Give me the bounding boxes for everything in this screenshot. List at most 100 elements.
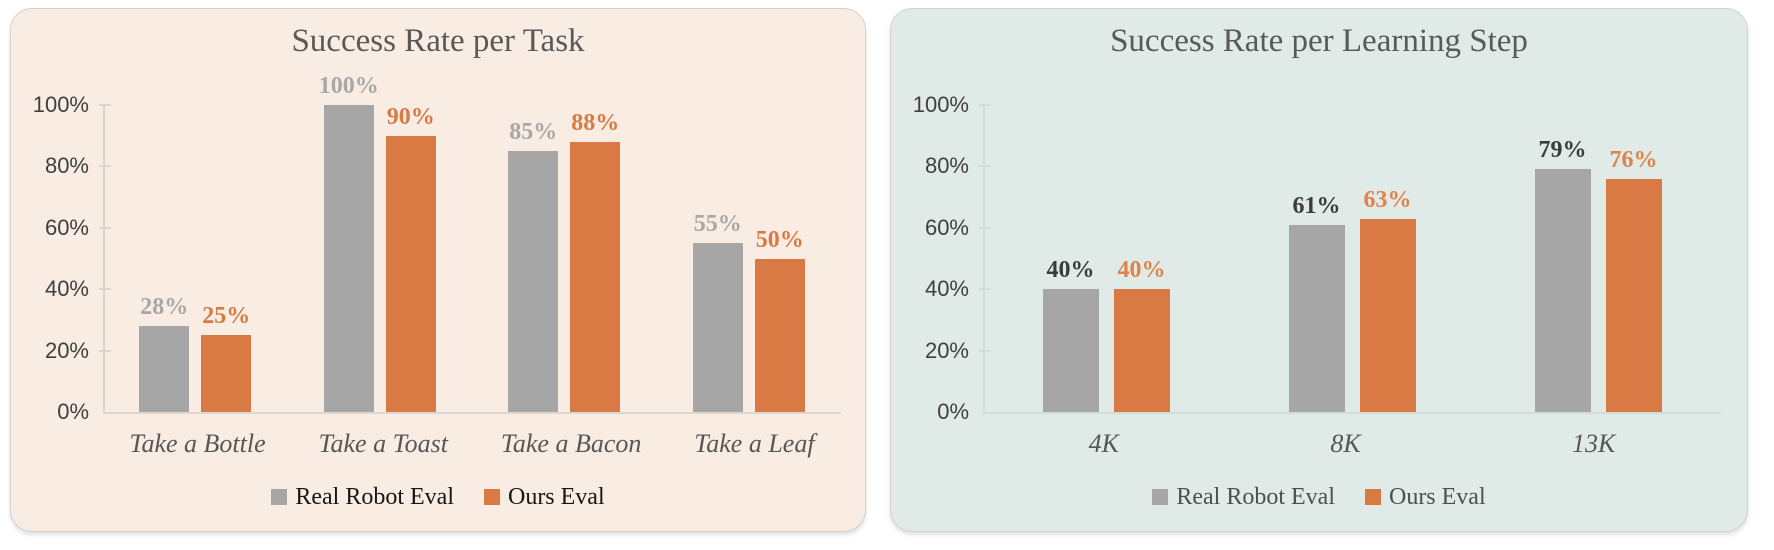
bar-value-label: 40% — [1117, 257, 1166, 284]
bar-group: 100% 90% — [319, 73, 436, 412]
y-tick-label: 20% — [924, 337, 969, 363]
y-tick-label: 80% — [924, 153, 969, 179]
x-axis-line — [983, 412, 1721, 414]
legend: Real Robot Eval Ours Eval — [891, 482, 1747, 512]
bar: 50% — [754, 227, 805, 412]
y-tick-label: 100% — [32, 92, 89, 117]
bar-group: 55% 50% — [692, 211, 805, 412]
y-tick-label: 40% — [44, 276, 89, 302]
y-axis-tick — [99, 226, 111, 229]
y-axis-tick — [979, 349, 991, 352]
bar-fill — [1042, 289, 1099, 412]
category-label: 8K — [1330, 429, 1361, 458]
y-axis-tick — [99, 288, 111, 291]
bar-value-label: 85% — [509, 119, 558, 146]
category-label: Take a Bacon — [500, 429, 642, 458]
bar-fill — [754, 258, 805, 412]
bar-fill — [323, 105, 374, 412]
learning-step-chart-card: Success Rate per Learning Step 100% 80% 60… — [890, 8, 1748, 532]
bar-value-label: 55% — [693, 211, 742, 238]
bar-group: 61% 63% — [1288, 187, 1416, 412]
legend-label: Ours Eval — [1388, 484, 1486, 510]
bar: 28% — [139, 294, 190, 412]
bar-fill — [1534, 169, 1591, 412]
category-label: Take a Leaf — [694, 429, 815, 458]
bar-fill — [508, 151, 559, 412]
legend: Real Robot Eval Ours Eval — [11, 482, 865, 512]
category-label: 13K — [1571, 429, 1616, 458]
bar: 40% — [1113, 257, 1170, 412]
bar-value-label: 28% — [140, 294, 189, 321]
bar-group: 40% 40% — [1042, 257, 1170, 412]
y-axis-tick — [979, 104, 991, 106]
bar: 88% — [570, 110, 621, 412]
bar: 90% — [385, 104, 436, 412]
y-tick-label: 0% — [57, 399, 89, 424]
bar-value-label: 88% — [571, 109, 620, 136]
bar: 85% — [508, 119, 559, 412]
legend-item: Ours Eval — [1364, 482, 1486, 512]
category-labels: Take a Bottle Take a Toast Take a Bacon Tak… — [103, 427, 841, 461]
task-chart-title: Success Rate per Task — [291, 23, 585, 59]
learning-step-chart-title: Success Rate per Learning Step — [1110, 23, 1528, 59]
x-axis-line — [103, 412, 841, 414]
y-axis-tick — [99, 104, 111, 106]
bar-fill — [570, 141, 621, 412]
y-axis-tick — [99, 349, 111, 352]
legend-swatch-orange — [1364, 489, 1381, 505]
bar: 76% — [1605, 147, 1662, 412]
bar-fill — [692, 243, 743, 412]
y-tick-label: 0% — [937, 399, 969, 424]
bar-value-label: 50% — [755, 226, 804, 253]
y-axis-tick — [979, 288, 991, 291]
bar-group: 28% 25% — [139, 294, 252, 412]
bar-fill — [1113, 289, 1170, 412]
legend-item: Real Robot Eval — [271, 482, 454, 512]
legend-swatch-gray — [1152, 489, 1169, 505]
bar: 40% — [1042, 257, 1099, 412]
y-tick-label: 60% — [924, 214, 969, 240]
y-axis-tick — [979, 165, 991, 168]
bar: 63% — [1359, 187, 1416, 412]
bar-fill — [201, 335, 252, 412]
bar-value-label: 40% — [1046, 257, 1095, 284]
task-chart: 100% 80% 60% 40% 20% 0% 28% 25% 100% 90% 85% 88% 55%… — [11, 9, 865, 531]
bar: 55% — [692, 211, 743, 412]
bar: 25% — [201, 303, 252, 412]
bar-value-label: 100% — [318, 73, 379, 99]
bar-value-label: 79% — [1538, 137, 1587, 164]
bar-group: 79% 76% — [1534, 137, 1662, 412]
legend-label: Real Robot Eval — [1176, 484, 1335, 510]
bar-value-label: 76% — [1609, 146, 1658, 173]
bar-fill — [1605, 178, 1662, 412]
y-axis-line — [103, 105, 105, 412]
category-labels: 4K 8K 13K — [983, 427, 1721, 461]
bar-value-label: 61% — [1292, 192, 1341, 219]
category-label: Take a Toast — [318, 429, 449, 458]
bar-value-label: 25% — [202, 303, 251, 330]
bar-fill — [1359, 218, 1416, 412]
bar-fill — [139, 326, 190, 412]
legend-label: Real Robot Eval — [295, 484, 454, 510]
bar-groups: 40% 40% 61% 63% 79% 76% — [983, 105, 1721, 412]
y-tick-label: 100% — [912, 92, 969, 117]
y-tick-label: 80% — [44, 153, 89, 179]
category-label: Take a Bottle — [129, 429, 266, 458]
y-tick-label: 40% — [924, 276, 969, 302]
bar-fill — [1288, 224, 1345, 412]
bar: 79% — [1534, 137, 1591, 412]
bar-fill — [385, 135, 436, 412]
legend-swatch-orange — [483, 489, 500, 505]
category-label: 4K — [1088, 429, 1119, 458]
bar-value-label: 63% — [1363, 186, 1412, 213]
legend-swatch-gray — [271, 489, 288, 505]
bar: 100% — [319, 73, 379, 412]
bar-groups: 28% 25% 100% 90% 85% 88% 55% 50% — [103, 73, 841, 412]
legend-item: Ours Eval — [483, 482, 605, 512]
bar-group: 85% 88% — [508, 110, 621, 412]
bar: 61% — [1288, 193, 1345, 412]
bar-value-label: 90% — [386, 103, 435, 130]
y-axis-tick — [979, 226, 991, 229]
legend-item: Real Robot Eval — [1152, 482, 1335, 512]
